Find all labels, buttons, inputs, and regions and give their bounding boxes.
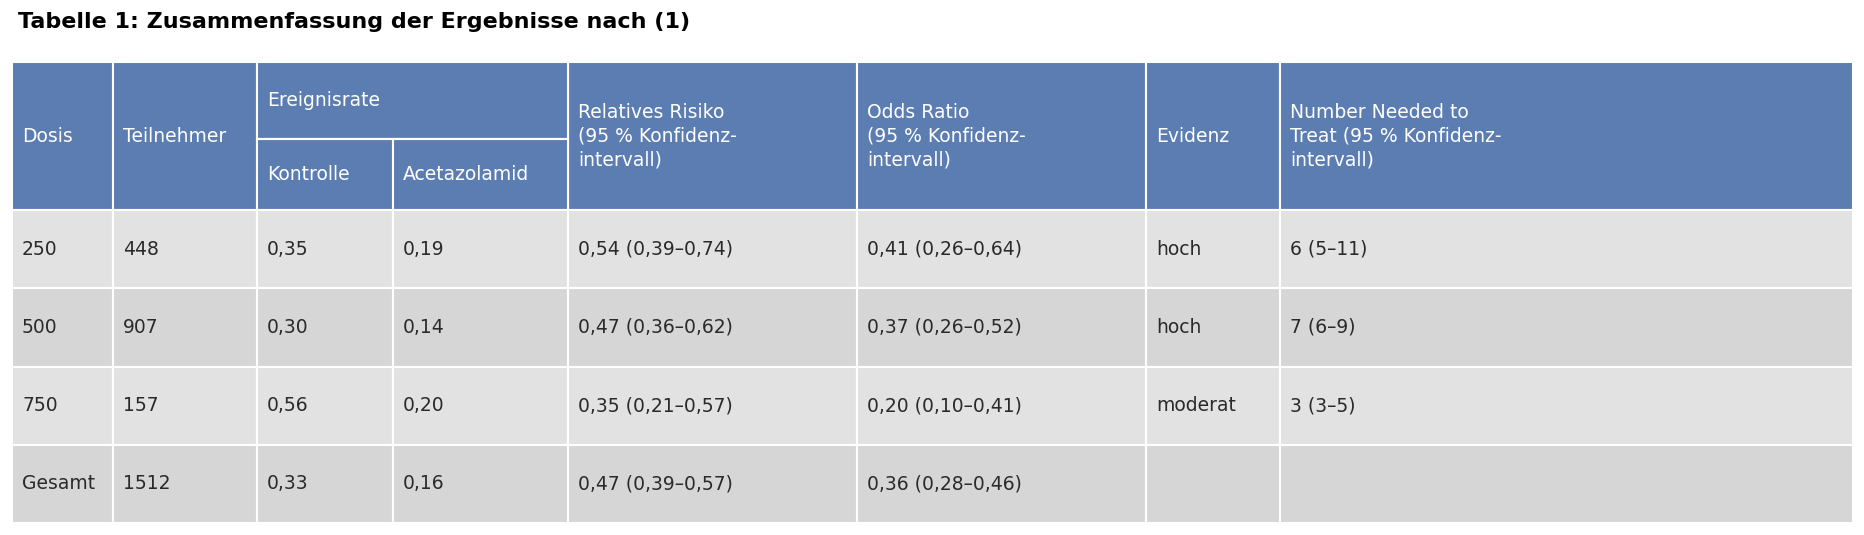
Text: Dosis: Dosis xyxy=(22,126,73,146)
Bar xyxy=(1281,445,1853,523)
Bar xyxy=(11,445,114,523)
Bar xyxy=(1281,288,1853,366)
Text: 157: 157 xyxy=(123,396,158,415)
Bar xyxy=(11,366,114,445)
Bar xyxy=(114,366,257,445)
Bar xyxy=(1146,366,1281,445)
Text: hoch: hoch xyxy=(1156,318,1200,337)
Text: 0,19: 0,19 xyxy=(403,240,444,258)
Text: 500: 500 xyxy=(22,318,58,337)
Bar xyxy=(393,288,569,366)
Bar xyxy=(1281,62,1853,210)
Bar xyxy=(857,288,1146,366)
Bar xyxy=(569,445,857,523)
Bar xyxy=(393,139,569,210)
Text: Teilnehmer: Teilnehmer xyxy=(123,126,226,146)
Bar xyxy=(1146,288,1281,366)
Bar xyxy=(1146,62,1281,210)
Text: 750: 750 xyxy=(22,396,58,415)
Text: 0,54 (0,39–0,74): 0,54 (0,39–0,74) xyxy=(578,240,733,258)
Bar xyxy=(257,288,393,366)
Bar xyxy=(257,366,393,445)
Text: 0,47 (0,36–0,62): 0,47 (0,36–0,62) xyxy=(578,318,733,337)
Text: 0,20 (0,10–0,41): 0,20 (0,10–0,41) xyxy=(867,396,1021,415)
Text: 907: 907 xyxy=(123,318,158,337)
Text: 0,35: 0,35 xyxy=(267,240,308,258)
Text: 0,41 (0,26–0,64): 0,41 (0,26–0,64) xyxy=(867,240,1021,258)
Bar xyxy=(569,288,857,366)
Text: 0,35 (0,21–0,57): 0,35 (0,21–0,57) xyxy=(578,396,733,415)
Bar xyxy=(1281,366,1853,445)
Text: 448: 448 xyxy=(123,240,158,258)
Bar xyxy=(11,288,114,366)
Text: 0,16: 0,16 xyxy=(403,475,444,493)
Bar xyxy=(257,445,393,523)
Text: Ereignisrate: Ereignisrate xyxy=(267,91,380,110)
Text: 0,36 (0,28–0,46): 0,36 (0,28–0,46) xyxy=(867,475,1021,493)
Bar xyxy=(393,445,569,523)
Bar xyxy=(114,210,257,288)
Text: 0,56: 0,56 xyxy=(267,396,308,415)
Bar xyxy=(1281,210,1853,288)
Text: 7 (6–9): 7 (6–9) xyxy=(1290,318,1355,337)
Bar xyxy=(11,210,114,288)
Bar xyxy=(1146,210,1281,288)
Text: Acetazolamid: Acetazolamid xyxy=(403,165,529,184)
Bar xyxy=(114,288,257,366)
Text: Odds Ratio
(95 % Konfidenz-
intervall): Odds Ratio (95 % Konfidenz- intervall) xyxy=(867,103,1025,169)
Text: 250: 250 xyxy=(22,240,58,258)
Bar xyxy=(257,210,393,288)
Text: 0,37 (0,26–0,52): 0,37 (0,26–0,52) xyxy=(867,318,1021,337)
Text: 0,14: 0,14 xyxy=(403,318,445,337)
Text: Kontrolle: Kontrolle xyxy=(267,165,349,184)
Text: moderat: moderat xyxy=(1156,396,1236,415)
Text: Relatives Risiko
(95 % Konfidenz-
intervall): Relatives Risiko (95 % Konfidenz- interv… xyxy=(578,103,736,169)
Bar xyxy=(857,62,1146,210)
Bar xyxy=(569,210,857,288)
Bar xyxy=(857,366,1146,445)
Bar xyxy=(569,366,857,445)
Text: Number Needed to
Treat (95 % Konfidenz-
intervall): Number Needed to Treat (95 % Konfidenz- … xyxy=(1290,103,1501,169)
Bar xyxy=(857,445,1146,523)
Text: 0,20: 0,20 xyxy=(403,396,444,415)
Bar xyxy=(569,62,857,210)
Text: 1512: 1512 xyxy=(123,475,171,493)
Text: hoch: hoch xyxy=(1156,240,1200,258)
Text: 0,33: 0,33 xyxy=(267,475,308,493)
Bar xyxy=(257,62,569,139)
Bar xyxy=(393,366,569,445)
Bar xyxy=(114,445,257,523)
Text: Gesamt: Gesamt xyxy=(22,475,95,493)
Text: Evidenz: Evidenz xyxy=(1156,126,1228,146)
Text: Tabelle 1: Zusammenfassung der Ergebnisse nach (1): Tabelle 1: Zusammenfassung der Ergebniss… xyxy=(19,12,690,32)
Text: 0,30: 0,30 xyxy=(267,318,308,337)
Bar xyxy=(393,210,569,288)
Bar xyxy=(857,210,1146,288)
Bar xyxy=(114,62,257,210)
Text: 0,47 (0,39–0,57): 0,47 (0,39–0,57) xyxy=(578,475,733,493)
Bar xyxy=(257,139,393,210)
Text: 3 (3–5): 3 (3–5) xyxy=(1290,396,1355,415)
Text: 6 (5–11): 6 (5–11) xyxy=(1290,240,1366,258)
Bar xyxy=(1146,445,1281,523)
Bar xyxy=(11,62,114,210)
